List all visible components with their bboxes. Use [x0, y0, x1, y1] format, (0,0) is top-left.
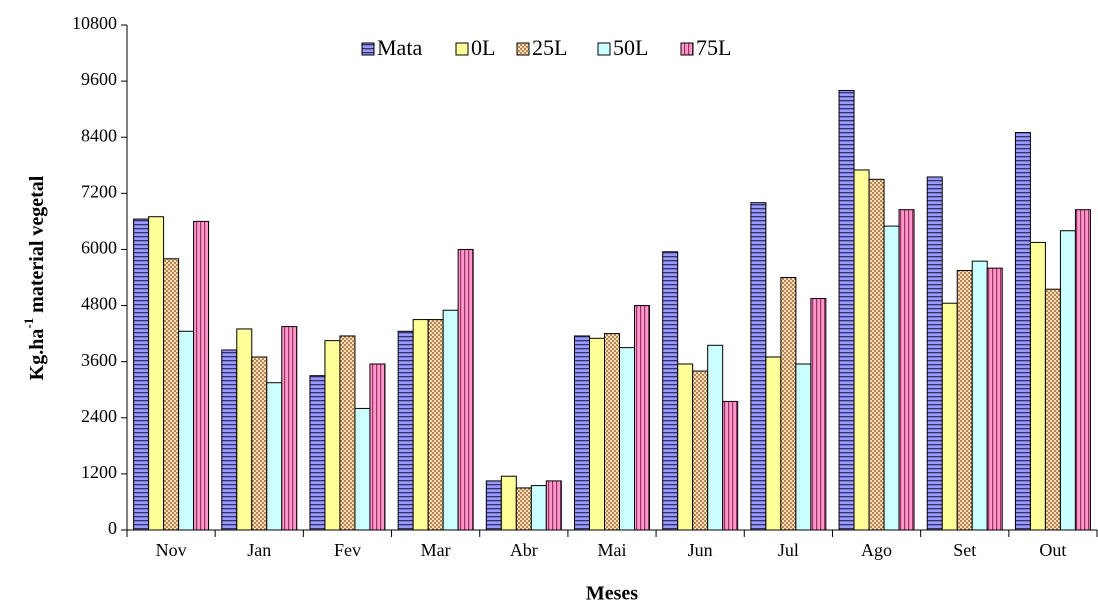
bar [589, 337, 605, 531]
y-axis-label-part: Kg.ha [26, 329, 48, 381]
bar [133, 218, 150, 531]
bar [722, 400, 739, 531]
bar [868, 178, 885, 531]
x-tick-label: Ago [861, 540, 892, 560]
bar [530, 485, 547, 531]
bar [750, 202, 767, 531]
legend-swatch [516, 42, 530, 56]
x-tick-label: Fev [334, 540, 361, 560]
y-tick-label: 0 [108, 518, 117, 538]
bar [926, 176, 943, 531]
bar [853, 169, 870, 531]
legend-swatch [361, 42, 375, 56]
bar [677, 363, 694, 531]
bar [692, 370, 709, 531]
x-tick-label: Mar [421, 540, 451, 560]
bar [309, 375, 326, 531]
bar [634, 305, 650, 531]
bar [971, 260, 988, 531]
y-tick-label: 7200 [81, 181, 117, 201]
bar [515, 487, 532, 531]
bar [339, 335, 356, 531]
x-tick-label: Out [1039, 540, 1066, 560]
x-tick-label: Nov [156, 540, 187, 560]
bar [545, 480, 562, 531]
x-tick-label: Mai [598, 540, 627, 560]
bar [810, 298, 827, 531]
bar [765, 356, 782, 531]
bar [178, 330, 195, 531]
y-tick-label: 3600 [81, 350, 117, 370]
bar [986, 267, 1003, 531]
bar [1014, 132, 1031, 531]
legend-label: 25L [532, 35, 567, 60]
bar [236, 328, 253, 531]
bar [707, 344, 724, 531]
bar [221, 349, 238, 531]
bar [251, 356, 268, 531]
legend-swatch [455, 42, 469, 56]
y-tick-label: 10800 [72, 13, 117, 33]
bar [442, 309, 459, 531]
bar [500, 475, 517, 531]
legend-label: 0L [471, 35, 495, 60]
x-axis-label: Meses [586, 583, 638, 605]
bar [1059, 230, 1076, 531]
y-tick-label: 4800 [81, 294, 117, 314]
x-tick-label: Abr [510, 540, 538, 560]
bar [369, 363, 386, 531]
x-tick-label: Jan [247, 540, 271, 560]
bar [1044, 288, 1061, 531]
legend-label: 50L [613, 35, 648, 60]
bar [163, 258, 180, 531]
bar [354, 407, 371, 531]
legend-label: Mata [377, 35, 422, 60]
bar [574, 335, 590, 531]
bar [780, 277, 797, 531]
bar [324, 340, 341, 531]
bar [1029, 241, 1046, 531]
bar [266, 382, 283, 531]
bar [619, 347, 635, 531]
y-tick-label: 2400 [81, 406, 117, 426]
bar [956, 269, 973, 531]
x-tick-label: Set [953, 540, 976, 560]
y-axis-label-part: material vegetal [26, 175, 48, 318]
y-tick-label: 6000 [81, 238, 117, 258]
bar [397, 330, 414, 531]
bar [412, 319, 429, 531]
bar [193, 220, 210, 531]
bar [604, 333, 620, 531]
bar [662, 251, 679, 531]
bar [281, 326, 298, 531]
bar [838, 89, 855, 531]
y-tick-label: 1200 [81, 462, 117, 482]
bar [941, 302, 958, 531]
y-tick-label: 9600 [81, 69, 117, 89]
bar [1074, 209, 1091, 531]
bar [148, 216, 165, 531]
bar [457, 248, 474, 531]
y-tick-label: 8400 [81, 125, 117, 145]
bar [795, 363, 812, 531]
legend-swatch [680, 42, 694, 56]
legend-label: 75L [696, 35, 731, 60]
bar [427, 319, 444, 531]
bar [898, 209, 915, 531]
bar [485, 480, 502, 531]
bar [883, 225, 900, 531]
x-tick-label: Jun [688, 540, 713, 560]
y-axis-label-superscript: -1 [21, 318, 36, 329]
y-axis-label: Kg.ha-1 material vegetal [21, 175, 48, 380]
x-tick-label: Jul [778, 540, 799, 560]
legend-swatch [597, 42, 611, 56]
